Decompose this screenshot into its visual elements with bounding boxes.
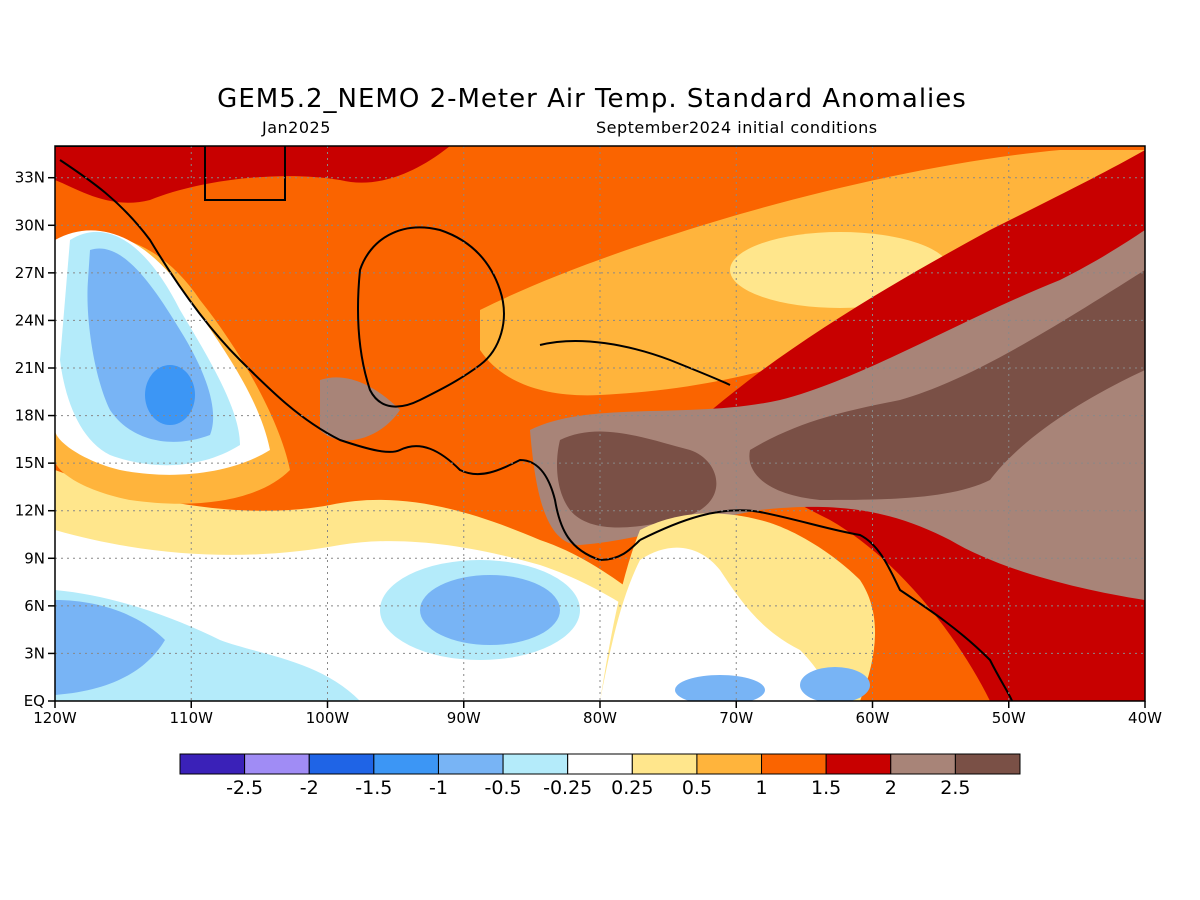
colorbar-label: -0.5	[485, 777, 522, 799]
cuba-coast	[539, 340, 731, 386]
colorbar-label: -2.5	[226, 777, 263, 799]
anomaly-fill-minus-0.5-amazon-west	[675, 675, 765, 701]
colorbar-swatch	[437, 753, 504, 775]
gulf-of-mexico-coast	[357, 226, 505, 408]
graticule	[55, 146, 1145, 701]
colorbar-swatch	[502, 753, 569, 775]
colorbar-swatch	[179, 753, 246, 775]
us-mexico-border	[55, 146, 286, 201]
colorbar-labels: -2.5 -2 -1.5 -1 -0.5 -0.25 0.25 0.5 1 1.5 2 2.5	[226, 777, 970, 799]
anomaly-fill-above-2.5-atlantic	[749, 270, 1145, 500]
lon-tick-label: 110W	[170, 709, 214, 727]
anomaly-fill-minus-0.5-central	[420, 575, 560, 645]
pacific-coastline	[59, 159, 641, 562]
colorbar-swatch	[308, 753, 375, 775]
anomaly-fill-minus-0.5-amazon-east	[800, 667, 870, 701]
lon-tick-label: 50W	[992, 709, 1026, 727]
lat-tick-label: 6N	[24, 597, 45, 615]
colorbar-swatch	[890, 753, 956, 775]
anomaly-fill-above-2.5-caribbean	[557, 431, 717, 528]
lon-tick-label: 40W	[1128, 709, 1162, 727]
anomaly-fill-1.5-to-2-north	[55, 146, 450, 203]
lat-tick-label: 9N	[24, 549, 45, 567]
anomaly-field	[55, 146, 1145, 701]
anomaly-fill-2-to-2.5-mexico	[320, 377, 400, 441]
lat-tick-label: 27N	[15, 264, 45, 282]
colorbar-label: -0.25	[543, 777, 592, 799]
colorbar-label: 2	[885, 777, 897, 799]
colorbar-swatch	[244, 753, 310, 775]
lat-tick-label: 33N	[15, 169, 45, 187]
colorbar-label: 1.5	[811, 777, 841, 799]
lon-labels: 120W 110W 100W 90W 80W 70W 60W 50W 40W	[33, 709, 1162, 727]
lon-tick-label: 60W	[856, 709, 890, 727]
lat-tick-label: 24N	[15, 311, 45, 329]
anomaly-fill-minus-1-west	[145, 365, 195, 425]
lon-tick-label: 90W	[447, 709, 481, 727]
lon-tick-label: 80W	[583, 709, 617, 727]
lat-labels: EQ 3N 6N 9N 12N 15N 18N 21N 24N 27N 30N 33N	[15, 169, 45, 710]
anomaly-fill-minus-0.5-south	[55, 600, 165, 695]
colorbar-label: -2	[300, 777, 319, 799]
axis-ticks	[48, 176, 1146, 708]
valid-month-label: Jan2025	[262, 118, 331, 137]
lat-tick-label: 12N	[15, 502, 45, 520]
chart-title: GEM5.2_NEMO 2-Meter Air Temp. Standard A…	[217, 84, 967, 114]
colorbar-swatch	[373, 753, 439, 775]
colorbar-label: 0.5	[682, 777, 712, 799]
colorbar-swatch	[696, 753, 763, 775]
colorbar-label: 0.25	[611, 777, 653, 799]
lon-tick-label: 120W	[33, 709, 77, 727]
lat-tick-label: 30N	[15, 216, 45, 234]
lat-tick-label: 3N	[24, 644, 45, 662]
colorbar-swatch	[631, 753, 698, 775]
coastlines	[55, 146, 1013, 701]
colorbar-label: -1	[429, 777, 448, 799]
colorbar	[179, 753, 1021, 775]
lon-tick-label: 100W	[306, 709, 350, 727]
colorbar-swatch	[761, 753, 827, 775]
south-america-north-coast	[639, 509, 1013, 701]
colorbar-label: -1.5	[355, 777, 392, 799]
colorbar-label: 1	[755, 777, 767, 799]
colorbar-swatch	[954, 753, 1021, 775]
anomaly-fill-neutral-south-america	[600, 547, 830, 701]
colorbar-label: 2.5	[940, 777, 970, 799]
lat-tick-label: EQ	[24, 692, 45, 710]
lat-tick-label: 15N	[15, 454, 45, 472]
lat-tick-label: 21N	[15, 359, 45, 377]
lat-tick-label: 18N	[15, 407, 45, 425]
colorbar-swatch	[825, 753, 892, 775]
lon-tick-label: 70W	[719, 709, 753, 727]
initial-conditions-label: September2024 initial conditions	[596, 118, 878, 137]
colorbar-swatch	[567, 753, 633, 775]
